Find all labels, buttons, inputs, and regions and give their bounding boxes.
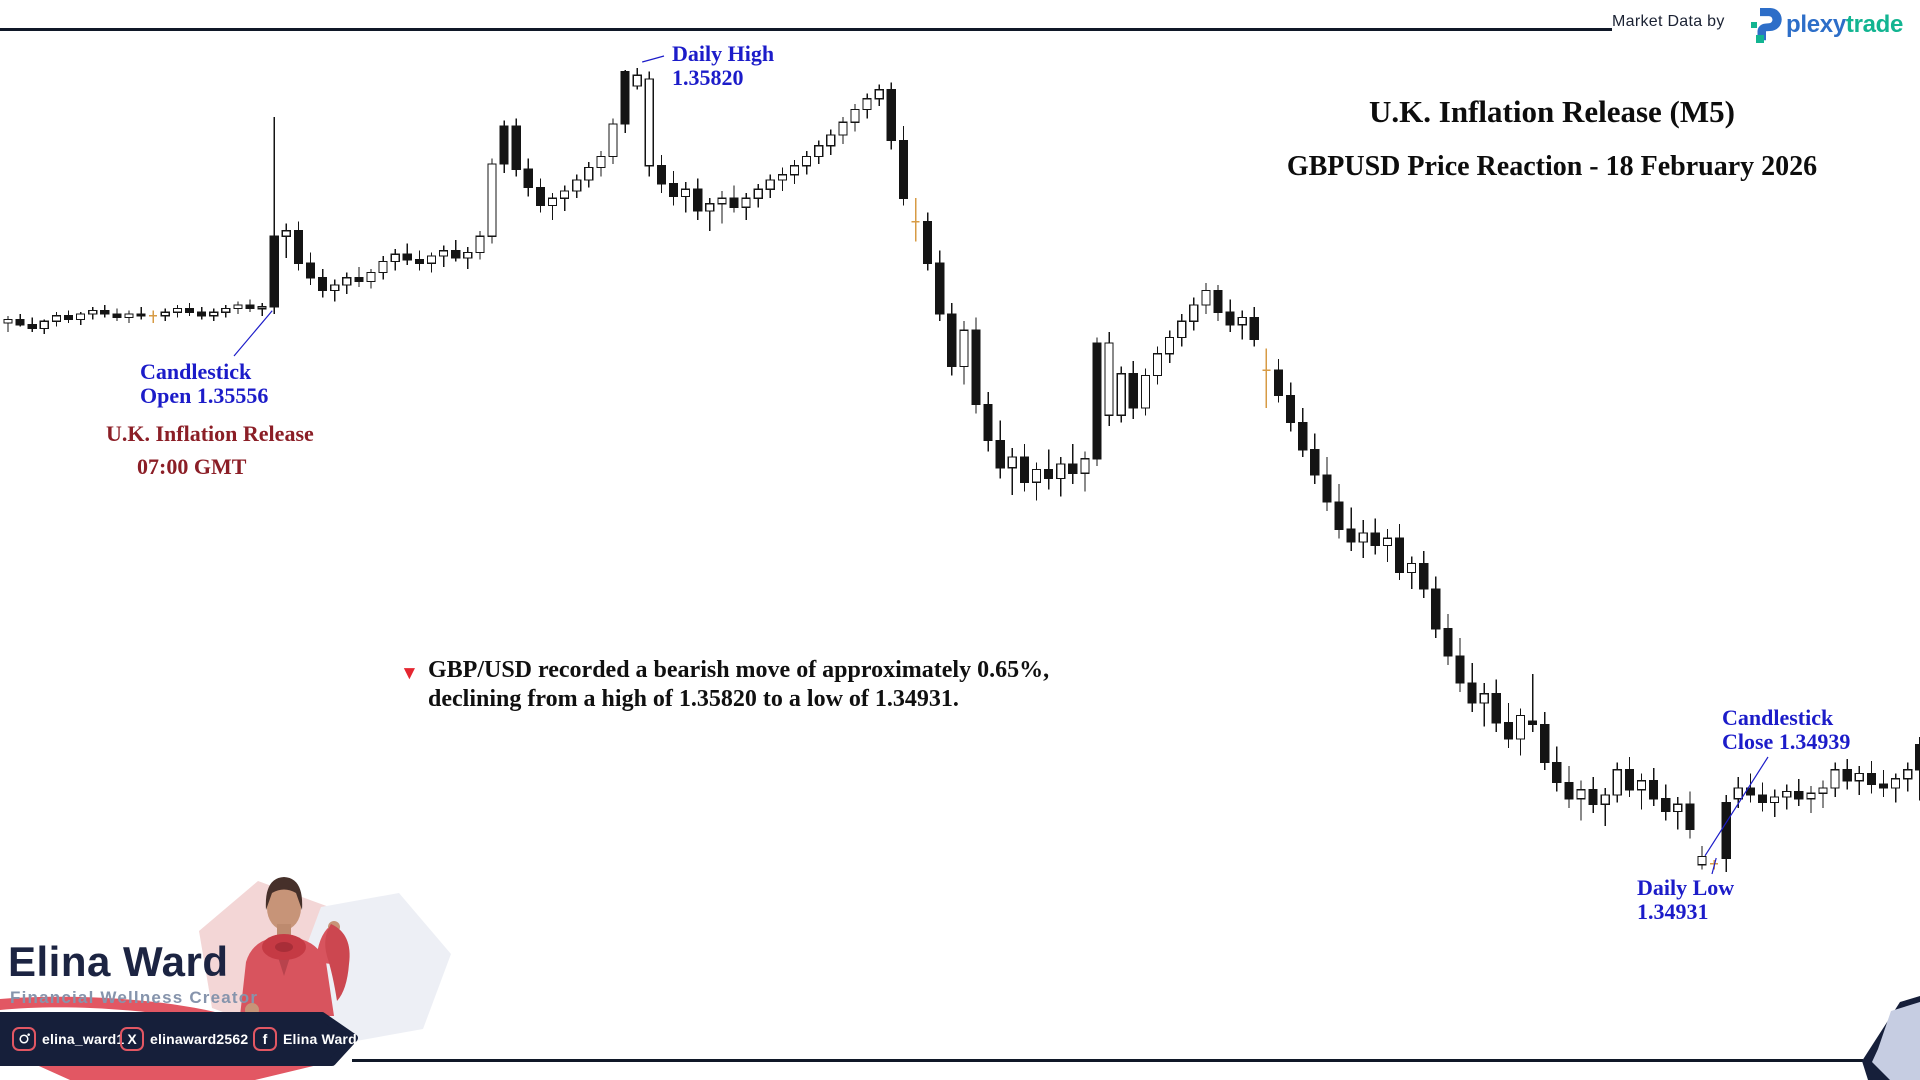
creator-role: Financial Wellness Creator xyxy=(10,988,259,1007)
daily-high-annotation: Daily High 1.35820 xyxy=(672,41,775,90)
plexytrade-logo[interactable]: plexytrade xyxy=(1750,4,1903,46)
chart-title: U.K. Inflation Release (M5) xyxy=(1369,94,1735,129)
creator-photo xyxy=(240,877,350,1018)
creator-name: Elina Ward xyxy=(8,938,229,985)
event-time-label: 07:00 GMT xyxy=(137,454,247,479)
social-handle: Elina Ward xyxy=(283,1031,357,1047)
x-icon: X xyxy=(120,1027,144,1051)
salmon-swoosh xyxy=(0,996,215,1024)
plexytrade-wordmark: plexytrade xyxy=(1786,11,1904,38)
close-annotation: Candlestick Close 1.34939 xyxy=(1722,705,1851,754)
bearish-note: ▼ GBP/USD recorded a bearish move of app… xyxy=(400,657,1050,712)
title-block: U.K. Inflation Release (M5) GBPUSD Price… xyxy=(1182,94,1920,183)
chart-subtitle: GBPUSD Price Reaction - 18 February 2026 xyxy=(1286,151,1818,182)
down-triangle-icon: ▼ xyxy=(400,663,419,684)
social-handle: elinaward2562 xyxy=(150,1031,249,1047)
market-data-label: Market Data by xyxy=(1612,13,1725,30)
bottom-rule xyxy=(352,1059,1863,1062)
salmon-wedge xyxy=(30,1062,330,1080)
social-handle: elina_ward1 xyxy=(42,1031,125,1047)
social-link-3[interactable]: f Elina Ward xyxy=(253,1016,357,1062)
corner-hexagon xyxy=(1872,1002,1920,1080)
top-rule xyxy=(0,28,1612,31)
open-annotation: Candlestick Open 1.35556 xyxy=(140,359,269,408)
daily-low-annotation: Daily Low 1.34931 xyxy=(1637,875,1735,924)
event-label: U.K. Inflation Release xyxy=(106,421,314,446)
facebook-icon: f xyxy=(253,1027,277,1051)
instagram-icon xyxy=(12,1027,36,1051)
plexytrade-icon xyxy=(1751,7,1782,43)
social-link-1[interactable]: elina_ward1 xyxy=(12,1016,124,1062)
